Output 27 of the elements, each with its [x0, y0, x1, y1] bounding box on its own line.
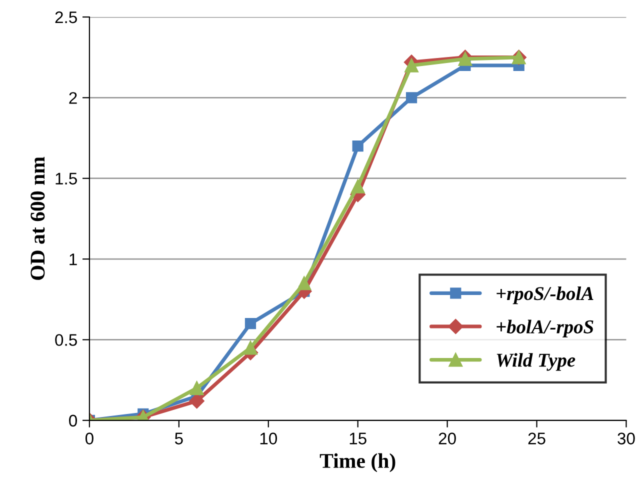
y-tick-label: 2 [69, 92, 77, 104]
y-tick-label: 0.5 [55, 334, 77, 346]
y-tick-label: 1 [70, 254, 77, 266]
x-tick-label: 30 [618, 432, 635, 444]
point [297, 276, 312, 290]
x-tick-label: 10 [260, 432, 277, 444]
x-tick-label: 20 [438, 432, 456, 444]
point [189, 393, 204, 409]
point [244, 340, 258, 355]
point [350, 179, 365, 194]
legend-label: +bolA/-rpoS [496, 320, 594, 338]
x-tick-label: 25 [528, 432, 546, 444]
x-tick-label: 0 [85, 432, 94, 444]
point [404, 58, 418, 72]
x-tick-label: 5 [174, 432, 183, 444]
point [352, 140, 364, 152]
y-tick-label: 0 [69, 414, 78, 427]
x-axis-title: Time (h) [320, 453, 396, 472]
legend-label: +rpoS/-bolA [496, 286, 594, 304]
y-tick-label: 2.5 [55, 11, 77, 24]
y-tick-label: 1.5 [56, 172, 77, 185]
y-axis-title: OD at 600 nm [30, 156, 45, 280]
x-tick-label: 15 [350, 432, 366, 444]
point [190, 381, 204, 396]
legend-label: Wild Type [496, 353, 576, 371]
point [406, 92, 418, 104]
point [244, 318, 256, 330]
